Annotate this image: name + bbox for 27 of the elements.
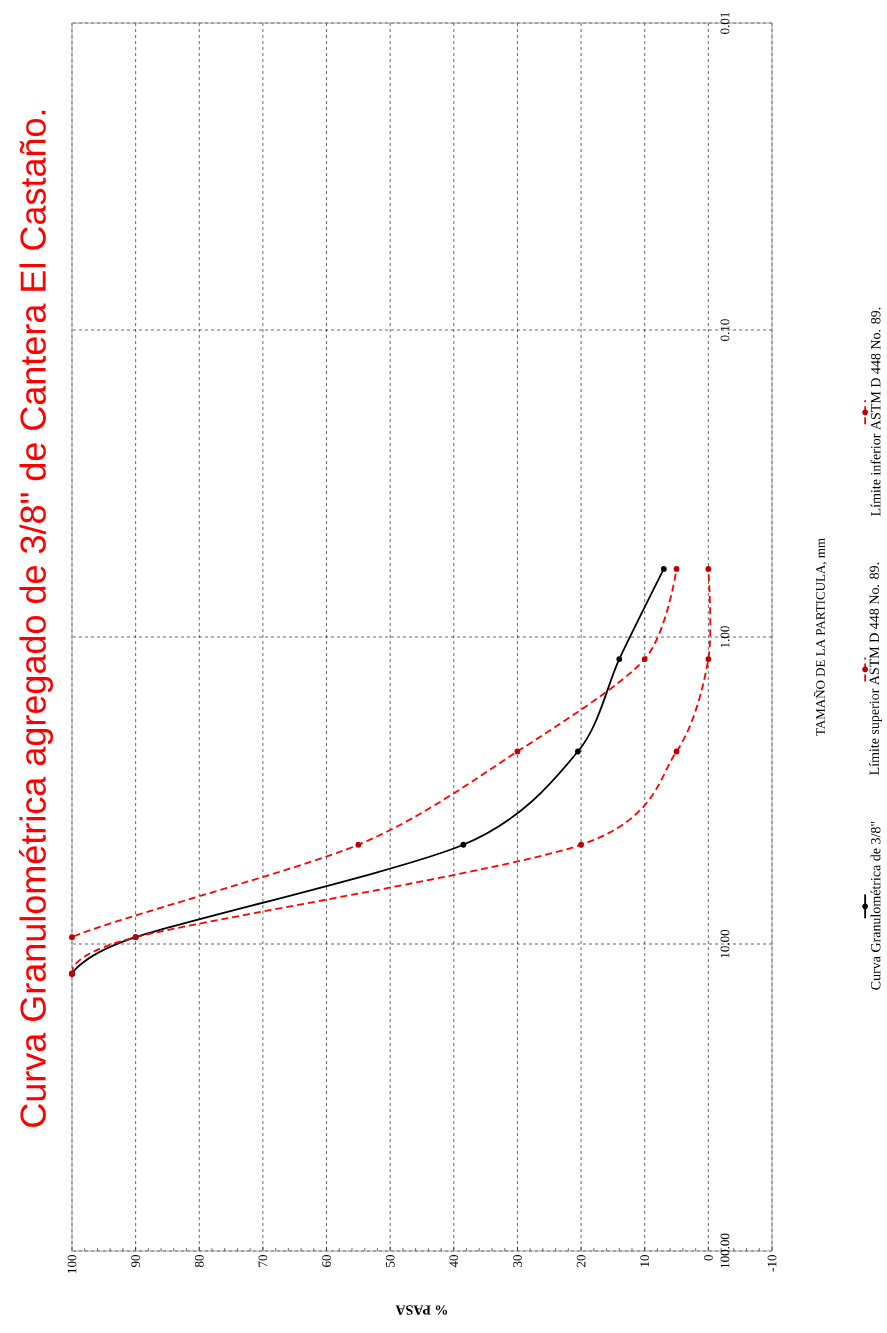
x-tick-label: 50 <box>385 1255 395 1267</box>
x-tick-label: 80 <box>194 1255 204 1268</box>
point <box>616 656 623 662</box>
y-tick-label: 100.00 <box>720 1233 730 1268</box>
x-tick-label: -10 <box>767 1255 777 1272</box>
point <box>460 841 467 848</box>
y-tick-label: 1.00 <box>720 626 730 648</box>
x-tick-label: 100 <box>67 1255 77 1273</box>
legend-label: Curva Granulométrica de 3/8" <box>870 821 881 990</box>
point <box>575 748 581 755</box>
y-axis-title: TAMAÑO DE LA PARTICULA, mm <box>813 538 827 736</box>
x-tick-label: 70 <box>258 1255 268 1267</box>
x-tick-label: 40 <box>449 1255 459 1268</box>
y-tick-label: 0.10 <box>720 319 730 341</box>
point <box>660 566 667 572</box>
legend-label: Límite inferior ASTM D 448 No. 89. <box>870 307 881 516</box>
x-tick-label: 60 <box>322 1255 331 1267</box>
text: Curva Granulométrica agregado de 3/8" de Cantera El Castaño. <box>19 110 53 1127</box>
x-tick-label: 10 <box>640 1255 650 1267</box>
x-axis-title: % PASA <box>395 1305 448 1315</box>
x-tick-label: 0 <box>703 1255 713 1261</box>
x-tick-label: 90 <box>131 1255 141 1268</box>
x-tick-label: 20 <box>576 1255 586 1267</box>
x-tick-label: 30 <box>513 1255 522 1267</box>
y-tick-label: 0.01 <box>720 12 730 34</box>
y-tick-label: 10.00 <box>720 929 730 958</box>
legend-label: Límite superior ASTM D 448 No. 89. <box>869 562 882 775</box>
